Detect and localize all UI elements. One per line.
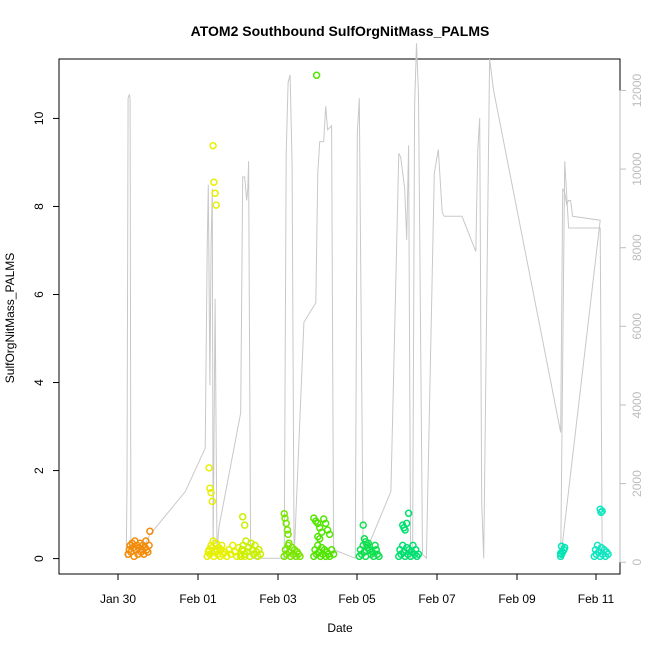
data-point: [372, 546, 380, 554]
x-tick-label: Feb 11: [578, 592, 615, 606]
data-point: [211, 189, 219, 198]
data-point: [280, 509, 288, 518]
x-tick-label: Feb 01: [179, 592, 217, 606]
data-point: [206, 484, 214, 492]
data-point: [371, 541, 379, 550]
data-point: [596, 505, 604, 514]
right-y-tick-label: 8000: [630, 234, 644, 261]
data-point: [240, 521, 249, 529]
data-point: [284, 530, 292, 539]
data-point: [315, 535, 324, 543]
y-tick-label: 2: [32, 467, 46, 474]
y-tick-label: 4: [32, 379, 46, 386]
data-point: [402, 519, 411, 528]
right-y-axis: 0 2000 4000 6000 8000 10000 12000: [619, 73, 644, 566]
x-tick-label: Feb 05: [338, 592, 376, 606]
data-point: [414, 550, 423, 558]
data-point: [598, 507, 606, 515]
points-layer: [124, 71, 612, 561]
data-point: [314, 519, 322, 528]
altitude-line: [125, 43, 603, 560]
right-y-tick-label: 10000: [630, 152, 644, 186]
data-point: [401, 526, 409, 534]
data-point: [359, 521, 367, 529]
data-point: [218, 541, 226, 550]
y-tick-label: 6: [32, 291, 46, 298]
altitude-line-layer: [125, 43, 603, 560]
data-point: [209, 141, 217, 150]
y-axis-label: SulfOrgNitMass_PALMS: [3, 253, 17, 383]
data-point: [210, 178, 218, 186]
data-point: [604, 550, 612, 558]
chart-title: ATOM2 Southbound SulfOrgNitMass_PALMS: [191, 23, 490, 39]
y-tick-label: 10: [32, 111, 46, 125]
y-tick-label: 8: [32, 203, 46, 210]
data-point: [321, 519, 330, 528]
data-point: [205, 464, 213, 472]
data-point: [363, 541, 371, 550]
data-point: [404, 509, 413, 518]
data-point: [557, 542, 566, 551]
data-point: [255, 546, 263, 554]
data-point: [212, 201, 220, 209]
data-point: [251, 541, 259, 550]
right-y-tick-label: 0: [630, 559, 644, 566]
data-point: [556, 549, 565, 558]
data-point: [283, 526, 292, 534]
data-point: [325, 530, 334, 539]
data-point: [144, 548, 152, 556]
data-point: [256, 550, 265, 558]
right-y-tick-label: 12000: [630, 73, 644, 107]
data-point: [296, 552, 304, 561]
right-y-tick-label: 2000: [630, 470, 644, 497]
right-y-tick-label: 6000: [630, 313, 644, 340]
x-tick-label: Jan 30: [100, 592, 136, 606]
data-point: [208, 497, 217, 506]
data-point: [282, 519, 290, 528]
data-point: [361, 538, 370, 546]
data-point: [145, 541, 153, 550]
y-tick-label: 0: [32, 555, 46, 562]
data-point: [238, 513, 247, 521]
x-axis: Jan 30 Feb 01 Feb 03 Feb 05 Feb 07 Feb 09 Feb …: [100, 573, 615, 606]
data-point: [329, 550, 338, 558]
x-tick-label: Feb 03: [259, 592, 297, 606]
data-point: [285, 539, 293, 547]
y-axis: 0 2 4 6 8 10: [32, 111, 60, 562]
data-point: [146, 527, 154, 536]
data-point: [312, 71, 321, 80]
x-axis-label: Date: [327, 621, 353, 635]
right-y-tick-label: 4000: [630, 391, 644, 418]
x-tick-label: Feb 07: [418, 592, 456, 606]
data-point: [375, 552, 383, 561]
data-point: [207, 488, 215, 497]
data-point: [597, 508, 605, 517]
plot-frame: [58, 58, 621, 575]
data-point: [229, 541, 237, 550]
x-tick-label: Feb 09: [498, 592, 536, 606]
